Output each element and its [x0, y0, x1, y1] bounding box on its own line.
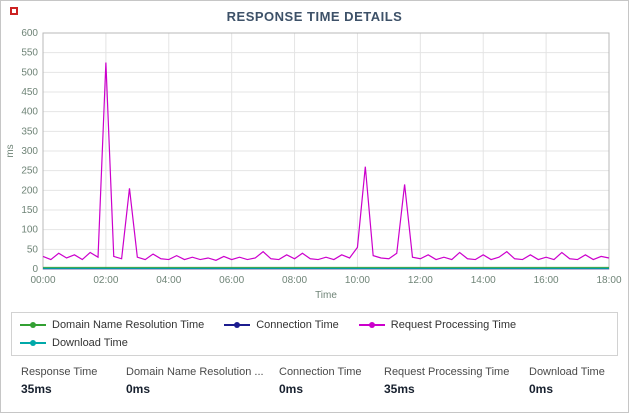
legend-item-label: Download Time: [52, 337, 128, 349]
svg-text:550: 550: [21, 48, 38, 59]
svg-text:150: 150: [21, 205, 38, 216]
stat-item: Domain Name Resolution ... 0ms: [126, 366, 279, 396]
legend-item[interactable]: Download Time: [20, 337, 128, 349]
y-axis-label: ms: [5, 144, 16, 157]
svg-text:50: 50: [27, 244, 39, 255]
stats-row: Response Time 35ms Domain Name Resolution …: [1, 356, 628, 396]
chart-title: RESPONSE TIME DETAILS: [226, 9, 403, 24]
svg-text:100: 100: [21, 225, 38, 236]
chart-legend: Domain Name Resolution Time Connection Ti…: [11, 312, 618, 356]
legend-item-label: Domain Name Resolution Time: [52, 319, 205, 331]
legend-item[interactable]: Request Processing Time: [358, 319, 517, 331]
stat-value: 0ms: [529, 382, 554, 396]
stat-value: 0ms: [279, 382, 304, 396]
svg-text:600: 600: [21, 28, 38, 39]
stat-label: Request Processing Time: [384, 366, 510, 378]
svg-text:10:00: 10:00: [345, 275, 370, 286]
stat-item: Response Time 35ms: [21, 366, 126, 396]
svg-text:12:00: 12:00: [408, 275, 433, 286]
stat-value: 0ms: [126, 382, 151, 396]
legend-line-icon: [20, 340, 46, 346]
stat-item: Connection Time 0ms: [279, 366, 384, 396]
svg-text:0: 0: [32, 264, 38, 275]
stat-label: Response Time: [21, 366, 98, 378]
legend-line-icon: [20, 322, 46, 328]
svg-text:16:00: 16:00: [534, 275, 559, 286]
svg-text:08:00: 08:00: [282, 275, 307, 286]
legend-line-icon: [224, 322, 251, 328]
svg-text:450: 450: [21, 87, 38, 98]
svg-text:200: 200: [21, 185, 38, 196]
svg-text:250: 250: [21, 166, 38, 177]
widget-marker-icon: [10, 7, 18, 15]
x-axis-label: Time: [315, 290, 337, 301]
stat-value: 35ms: [384, 382, 415, 396]
legend-item-label: Connection Time: [256, 319, 339, 331]
svg-text:400: 400: [21, 107, 38, 118]
svg-text:00:00: 00:00: [30, 275, 55, 286]
series-line: [42, 62, 610, 261]
svg-text:350: 350: [21, 126, 38, 137]
svg-text:14:00: 14:00: [471, 275, 496, 286]
stat-label: Domain Name Resolution ...: [126, 366, 264, 378]
stat-label: Connection Time: [279, 366, 362, 378]
svg-text:18:00: 18:00: [596, 275, 621, 286]
response-time-chart: 0 50 100 150 200 250 300 350 400 450 500 550 600 00:0…: [5, 28, 622, 301]
stat-item: Download Time 0ms: [529, 366, 611, 396]
svg-text:500: 500: [21, 67, 38, 78]
stat-label: Download Time: [529, 366, 605, 378]
stat-item: Request Processing Time 35ms: [384, 366, 529, 396]
svg-text:06:00: 06:00: [219, 275, 244, 286]
legend-item-label: Request Processing Time: [390, 319, 517, 331]
svg-text:02:00: 02:00: [93, 275, 118, 286]
legend-line-icon: [358, 322, 385, 328]
svg-text:300: 300: [21, 146, 38, 157]
legend-item[interactable]: Connection Time: [224, 319, 339, 331]
stat-value: 35ms: [21, 382, 52, 396]
svg-text:04:00: 04:00: [156, 275, 181, 286]
legend-item[interactable]: Domain Name Resolution Time: [20, 319, 204, 331]
